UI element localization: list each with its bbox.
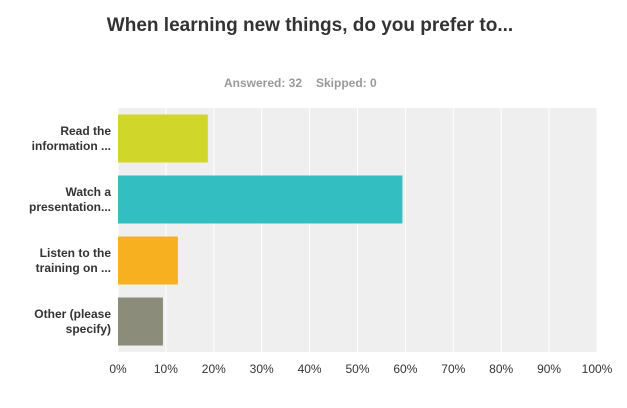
y-tick-label: Watch a presentation... (28, 184, 111, 214)
x-tick-label: 90% (537, 362, 562, 376)
x-tick-label: 100% (581, 362, 613, 376)
y-tick-label: Listen to the training on ... (35, 245, 111, 275)
y-tick-label: Read the information ... (31, 123, 111, 153)
chart-title: When learning new things, do you prefer … (106, 15, 514, 36)
x-tick-label: 10% (153, 362, 178, 376)
x-tick-label: 50% (345, 362, 370, 376)
y-tick-label: Other (please specify) (34, 306, 111, 336)
bar (118, 236, 178, 285)
bar (118, 297, 163, 346)
bar (118, 114, 208, 163)
x-tick-label: 30% (249, 362, 274, 376)
x-tick-label: 80% (489, 362, 514, 376)
answered: Answered: 32 (224, 76, 303, 90)
x-tick-label: 70% (441, 362, 466, 376)
x-tick-label: 20% (201, 362, 226, 376)
skipped: Skipped: 0 (316, 76, 377, 90)
bar (118, 175, 403, 224)
x-tick-label: 0% (109, 362, 127, 376)
x-tick-label: 60% (393, 362, 418, 376)
x-tick-label: 40% (297, 362, 322, 376)
